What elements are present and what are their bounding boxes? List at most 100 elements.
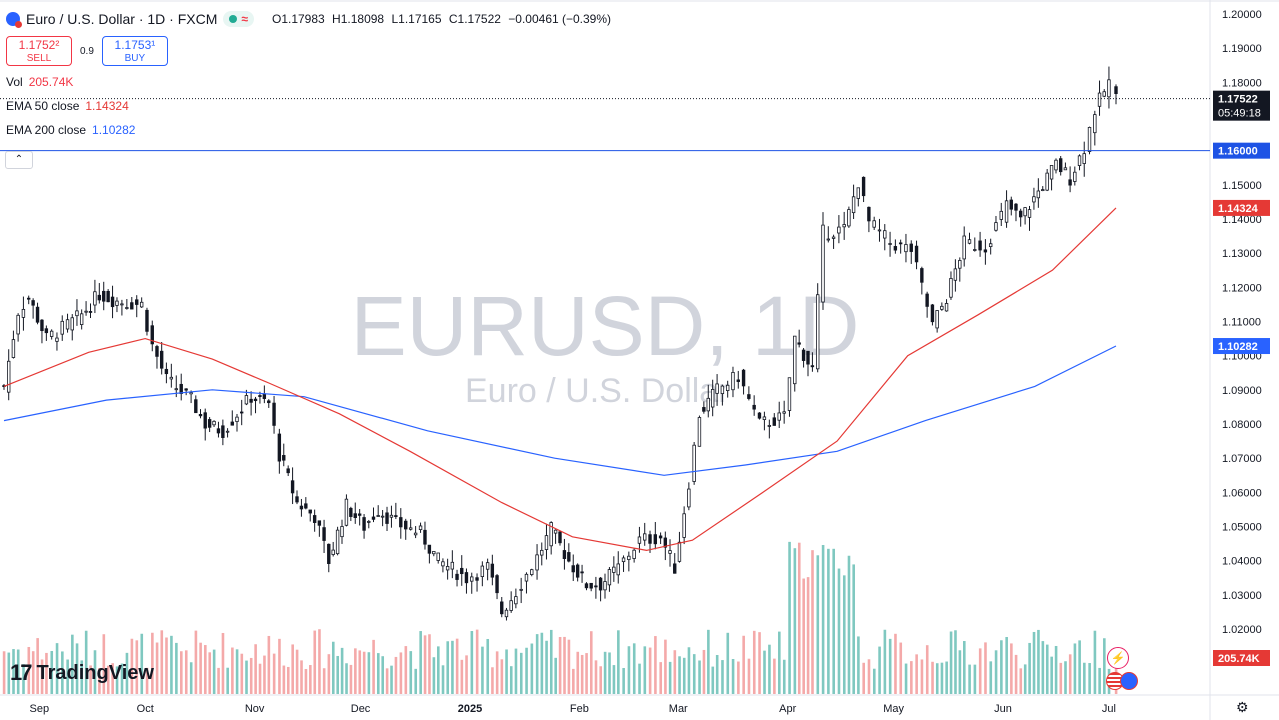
candle-body [27,297,31,300]
volume-bar [935,663,939,694]
volume-bar [381,656,385,694]
y-tick-label: 1.20000 [1222,9,1262,21]
lightning-icon[interactable]: ⚡ [1107,647,1129,669]
volume-bar [731,659,735,694]
candle-body [793,335,797,385]
candle-body [558,531,562,544]
candle-body [594,585,598,588]
y-tick-label: 1.13000 [1222,248,1262,260]
volume-bar [1005,637,1008,694]
buy-button[interactable]: 1.1753¹ BUY [101,36,168,66]
candle-body [940,305,944,310]
candle-body [230,421,234,426]
candle-body [198,414,203,417]
volume-bar [404,646,408,694]
volume-bar [226,667,229,694]
candle-body [1097,92,1102,107]
symbol-title[interactable]: Euro / U.S. Dollar · 1D · FXCM [26,11,218,27]
volume-bar [221,632,225,694]
candle-body [394,515,398,517]
candle-body [207,419,212,428]
candle-body [130,302,134,310]
candle-body [782,411,786,414]
volume-bar [862,662,865,694]
ema200-legend[interactable]: EMA 200 close 1.10282 [6,123,136,137]
volume-bar [66,659,69,694]
volume-bar [300,660,303,694]
y-tick-label: 1.02000 [1222,624,1262,636]
volume-bar [973,664,977,694]
ema50-legend[interactable]: EMA 50 close 1.14324 [6,99,129,113]
candle-body [898,242,903,245]
volume-bar [16,649,20,694]
candle-body [519,588,523,591]
candle-body [816,294,820,370]
volume-bar [1014,654,1018,694]
volume-bar [782,659,786,694]
volume-bar [349,664,353,694]
volume-legend[interactable]: Vol 205.74K [6,75,74,89]
volume-bar [915,654,918,694]
candle-body [286,468,290,474]
candle-body [115,300,119,306]
candle-body [925,293,929,307]
candle-body [962,235,966,260]
volume-bar [692,654,696,694]
volume-bar [367,652,371,694]
candle-body [385,512,389,524]
volume-bar [358,650,362,694]
candle-body [93,291,97,306]
candle-body [826,238,830,241]
ema50-label-bg [1213,199,1270,216]
last-price-label-bg [1213,90,1270,121]
candle-body [169,376,174,380]
volume-bar [441,665,445,694]
volume-bar [208,652,212,694]
candle-body [344,498,349,526]
volume-bar [847,555,851,694]
volume-bar [525,647,528,694]
candle-body [174,388,178,391]
volume-bar [481,646,484,694]
candle-body [720,385,725,395]
volume-bar [399,652,403,694]
candle-body [580,571,584,574]
gear-icon[interactable]: ⚙ [1236,699,1249,715]
candle-body [607,569,612,586]
sell-button[interactable]: 1.1752² SELL [6,36,72,66]
market-status-pill[interactable]: ≈ [223,11,254,27]
candle-body [40,319,44,332]
candle-body [1023,207,1027,217]
volume-bar [721,660,724,694]
candle-body [1049,165,1054,180]
candle-body [455,573,459,580]
candle-body [752,404,756,410]
symbol-header: Euro / U.S. Dollar · 1D · FXCM ≈ O1.1798… [6,8,611,30]
collapse-legend-button[interactable]: ⌃ [5,151,33,169]
volume-bar [267,635,271,694]
volume-bar [460,659,464,694]
candle-body [262,393,267,399]
candle-body [216,428,221,434]
candle-body [120,303,124,306]
y-tick-label: 1.19000 [1222,43,1262,55]
volume-bar [549,629,553,694]
candle-body [1009,199,1013,210]
candle-body [125,307,129,309]
volume-bar [295,649,299,694]
volume-bar [910,661,913,694]
volume-bar [145,667,149,694]
volume-bar [632,643,636,694]
candle-body [357,513,362,516]
volume-bar [282,665,286,694]
candle-body [317,520,322,526]
volume-bar [272,653,276,694]
volume-label-bg [1213,650,1270,666]
volume-bar [93,650,97,694]
volume-bar [580,654,584,694]
currency-flags [1106,672,1138,693]
tradingview-logo[interactable]: 17 TradingView [10,660,154,686]
volume-bar [1045,644,1049,694]
volume-bar [419,631,422,694]
